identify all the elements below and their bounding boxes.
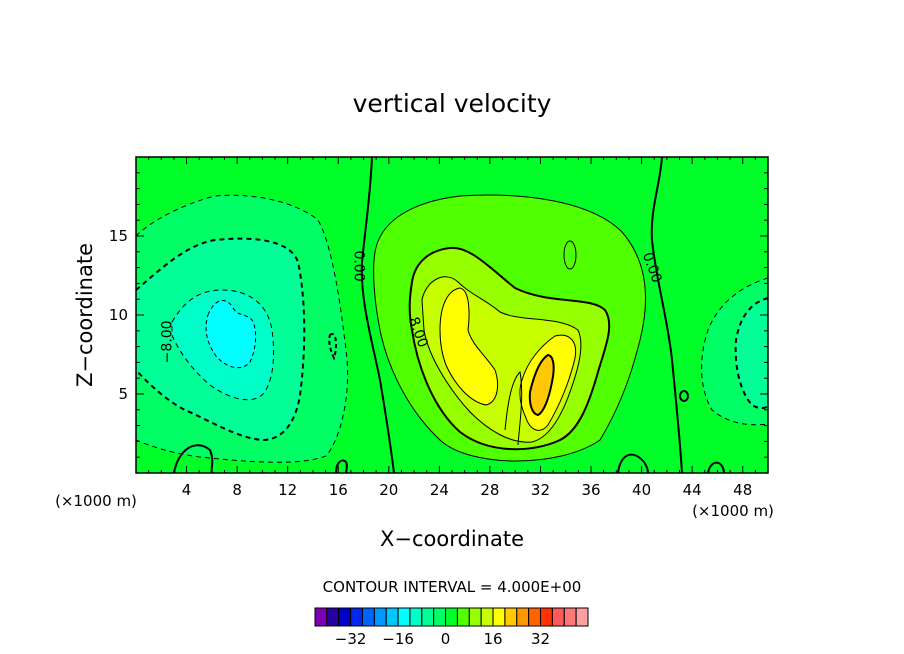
colorbar-swatch	[516, 607, 530, 627]
x-unit-right: (×1000 m)	[692, 502, 774, 520]
colorbar-swatch	[551, 607, 565, 627]
contour-pos-12	[421, 276, 582, 443]
x-tick-label: 20	[379, 481, 398, 499]
colorbar: −32 −16 0 16 32	[314, 607, 589, 648]
contour-neg-8	[136, 237, 306, 442]
contour-zero-left	[360, 157, 395, 473]
x-tick-label: 36	[581, 481, 600, 499]
x-tick-label: 8	[232, 481, 242, 499]
colorbar-swatch	[338, 607, 352, 627]
colorbar-swatch	[433, 607, 447, 627]
colorbar-tick-label: −16	[382, 630, 414, 648]
contour-neg-small	[328, 333, 338, 361]
chart-title: vertical velocity	[353, 89, 552, 118]
contour-neg-right-8	[734, 297, 768, 410]
field-left-core	[206, 300, 256, 368]
plot-area	[136, 157, 768, 473]
colorbar-swatch	[563, 607, 577, 627]
colorbar-swatch	[361, 607, 375, 627]
x-tick-label: 32	[531, 481, 550, 499]
contour-zero-blip-4	[707, 461, 725, 473]
colorbar-swatch	[326, 607, 340, 627]
colorbar-swatch	[385, 607, 399, 627]
colorbar-swatch	[492, 607, 506, 627]
x-tick-label: 28	[480, 481, 499, 499]
contour-pos-8	[408, 246, 611, 451]
colorbar-swatch	[575, 607, 589, 627]
x-tick-label: 40	[632, 481, 651, 499]
colorbar-swatch	[373, 607, 387, 627]
colorbar-tick-label: 0	[441, 630, 451, 648]
colorbar-swatch	[468, 607, 482, 627]
colorbar-tick-label: 16	[483, 630, 502, 648]
colorbar-swatch	[314, 607, 328, 627]
x-tick-label: 4	[182, 481, 192, 499]
x-tick-label: 44	[683, 481, 702, 499]
contour-zero-blip-2	[335, 459, 348, 473]
contour-label: 0.00	[350, 250, 366, 281]
contour-zero-dot	[679, 390, 689, 402]
colorbar-swatch	[480, 607, 494, 627]
x-tick-label: 24	[430, 481, 449, 499]
field-center-5	[529, 355, 554, 415]
colorbar-swatch	[504, 607, 518, 627]
field-right-inner	[735, 298, 768, 409]
contour-lines	[136, 157, 768, 473]
x-unit-left: (×1000 m)	[55, 492, 137, 510]
x-axis-label: X−coordinate	[380, 527, 524, 551]
contour-pos-spike	[504, 370, 523, 446]
contour-label: −8.00	[160, 320, 176, 363]
colorbar-tick-label: 32	[531, 630, 550, 648]
colorbar-swatch	[456, 607, 470, 627]
colorbar-swatch	[528, 607, 542, 627]
y-tick-label: 5	[118, 385, 128, 403]
colorbar-swatch	[421, 607, 435, 627]
contour-neg-12	[171, 289, 275, 401]
contour-zero-right	[650, 157, 683, 473]
colorbar-tick-label: −32	[335, 630, 367, 648]
x-tick-label: 48	[733, 481, 752, 499]
colorbar-swatch	[409, 607, 423, 627]
colorbar-swatch	[445, 607, 458, 627]
y-tick-label: 15	[109, 227, 128, 245]
colorbar-swatch	[397, 607, 411, 627]
contour-neg-16	[205, 300, 257, 369]
contour-zero-blip-1	[173, 444, 214, 473]
field-center-4	[440, 288, 498, 405]
colorbar-swatch	[540, 607, 553, 627]
y-tick-label: 10	[109, 306, 128, 324]
contour-interval-label: CONTOUR INTERVAL = 4.000E+00	[323, 578, 582, 596]
y-axis-label: Z−coordinate	[73, 243, 97, 387]
contour-pos-20	[528, 353, 555, 417]
x-tick-label: 16	[329, 481, 348, 499]
contour-zero-blip-3	[617, 453, 649, 473]
contour-pos-16b	[519, 334, 577, 431]
colorbar-swatch	[350, 607, 363, 627]
contour-pos-4	[373, 194, 647, 462]
contour-pos-small	[563, 240, 577, 270]
contour-pos-16a	[439, 287, 499, 406]
contour-neg-4	[136, 194, 349, 463]
contour-neg-right-4	[701, 277, 768, 426]
x-tick-label: 12	[278, 481, 297, 499]
